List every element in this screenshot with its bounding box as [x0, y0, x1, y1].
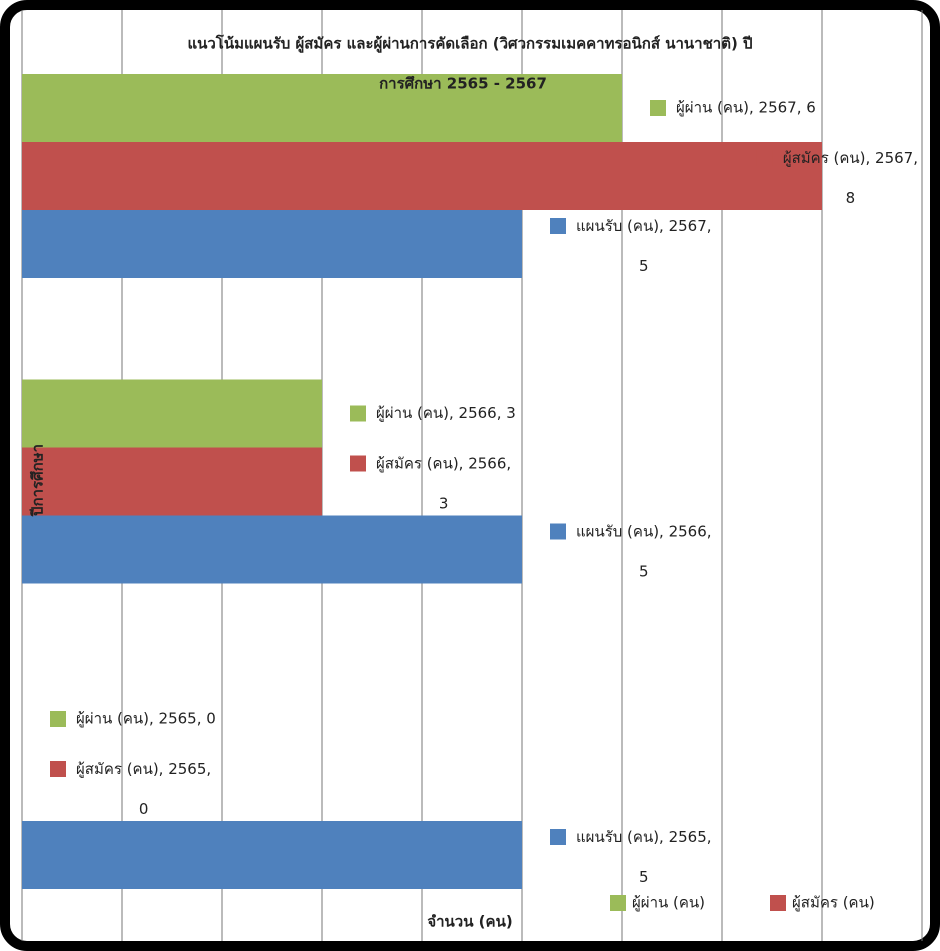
data-label: แผนรับ (คน), 2567, 5: [576, 217, 712, 275]
legend-key: [770, 895, 786, 911]
data-label-key: [550, 523, 566, 540]
data-label-key: [756, 150, 773, 166]
data-label-key: [550, 829, 566, 845]
legend-key: [610, 895, 626, 911]
legend-label: ผู้สมัคร (คน): [792, 894, 875, 912]
data-label: ผู้สมัคร (คน), 2565, 0: [76, 760, 211, 818]
data-label-key: [650, 100, 666, 116]
bar: [22, 379, 322, 448]
bar: [22, 447, 322, 516]
bar: [22, 515, 522, 584]
data-label-key: [550, 218, 566, 234]
bar: [22, 142, 822, 210]
data-label-key: [50, 711, 66, 727]
data-label-key: [350, 455, 366, 472]
legend-label: ผู้ผ่าน (คน): [632, 894, 705, 912]
chart-title: การศึกษา 2565 - 2567: [379, 75, 547, 93]
bar: [22, 74, 622, 142]
chart-title: แนวโน้มแผนรับ ผู้สมัคร และผู้ผ่านการคัดเ…: [187, 34, 752, 54]
data-label: ผู้ผ่าน (คน), 2566, 3: [376, 404, 516, 422]
data-label: ผู้ผ่าน (คน), 2565, 0: [76, 710, 216, 728]
data-label: แผนรับ (คน), 2566, 5: [576, 522, 712, 580]
labels: แผนรับ (คน), 2565, 5 แผนรับ (คน), 2566, 5 แผ…: [50, 99, 918, 886]
data-label: ผู้ผ่าน (คน), 2567, 6: [676, 99, 816, 117]
x-axis-label: จำนวน (คน): [427, 913, 512, 931]
y-axis-label: ปีการศึกษา: [29, 444, 47, 517]
data-label: แผนรับ (คน), 2565, 5: [576, 828, 712, 886]
data-label: ผู้สมัคร (คน), 2567, 8: [783, 149, 918, 207]
data-label-key: [350, 405, 366, 422]
bar: [22, 210, 522, 278]
bars: [22, 74, 822, 889]
bar: [22, 821, 522, 889]
data-label-key: [50, 761, 66, 777]
data-label: ผู้สมัคร (คน), 2566, 3: [376, 454, 511, 512]
